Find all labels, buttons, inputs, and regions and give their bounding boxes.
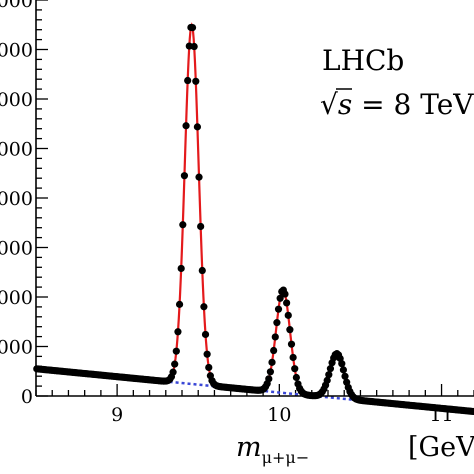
data-point: [180, 172, 189, 180]
y-tick-label: 0: [21, 386, 33, 408]
data-point: [169, 368, 177, 376]
data-point: [287, 340, 296, 348]
data-point: [182, 122, 190, 130]
y-tick-label: 70000: [0, 40, 33, 62]
y-tick-label: 10000: [0, 337, 33, 359]
data-point: [188, 24, 197, 32]
data-point: [175, 300, 184, 308]
data-point: [268, 358, 276, 366]
x-axis-label: mμ+μ−: [236, 432, 309, 467]
total-fit-curve: [35, 22, 474, 413]
sqrt-symbol: √: [320, 88, 338, 121]
data-point: [270, 346, 278, 355]
data-point: [286, 326, 294, 334]
y-tick-label: 40000: [0, 188, 33, 210]
x-tick-label: 10: [267, 404, 291, 426]
data-point: [177, 264, 185, 273]
data-point: [193, 123, 202, 131]
total-fit-layer: [35, 22, 474, 413]
experiment-label: LHCb: [322, 44, 404, 77]
data-point: [284, 311, 292, 319]
data-point: [172, 347, 180, 355]
data-point: [291, 365, 299, 373]
y-tick-label: 80000: [0, 0, 33, 12]
data-point: [271, 333, 279, 341]
y-tick-label: 20000: [0, 287, 33, 309]
data-point: [339, 366, 348, 374]
x-tick-label: 9: [111, 404, 123, 426]
y-tick-label: 50000: [0, 139, 33, 161]
data-point: [184, 76, 192, 85]
data-point: [203, 350, 211, 358]
data-point: [292, 373, 300, 382]
data-point: [281, 290, 289, 298]
data-point: [200, 303, 208, 311]
energy-s: s: [338, 88, 352, 121]
data-point: [341, 372, 349, 380]
data-point: [171, 360, 179, 368]
data-point: [266, 368, 275, 376]
data-point: [205, 363, 213, 372]
data-point: [265, 375, 273, 383]
data-point: [283, 299, 291, 307]
data-point: [338, 360, 346, 368]
data-point: [274, 305, 283, 313]
data-points-layer: [33, 23, 474, 416]
data-point: [289, 353, 297, 362]
background-fit-layer: [157, 379, 402, 406]
data-point: [174, 328, 182, 336]
data-point: [192, 77, 200, 85]
energy-label: √s = 8 TeV: [320, 88, 474, 121]
x-axis-unit: [GeV: [408, 432, 474, 463]
axes-frame: [35, 0, 474, 397]
data-point: [325, 371, 333, 379]
energy-value: = 8 TeV: [352, 88, 474, 121]
data-point: [195, 173, 203, 181]
x-axis-label-subscript: μ+μ−: [262, 448, 310, 467]
data-point: [273, 319, 281, 327]
data-point: [190, 42, 198, 51]
data-point: [326, 365, 335, 373]
x-axis-label-m: m: [236, 432, 262, 463]
data-point: [197, 222, 205, 231]
data-point: [469, 407, 474, 416]
background-fit-curve: [157, 379, 402, 406]
y-tick-label: 60000: [0, 89, 33, 111]
data-point: [323, 376, 331, 384]
y-tick-label: 30000: [0, 238, 33, 260]
axis-ticks: 0 10000 20000 30000 40000 50000 60000 70000 8000…: [0, 0, 474, 426]
data-point: [179, 221, 187, 229]
data-point: [198, 266, 206, 275]
data-point: [276, 294, 284, 302]
data-point: [201, 330, 210, 339]
